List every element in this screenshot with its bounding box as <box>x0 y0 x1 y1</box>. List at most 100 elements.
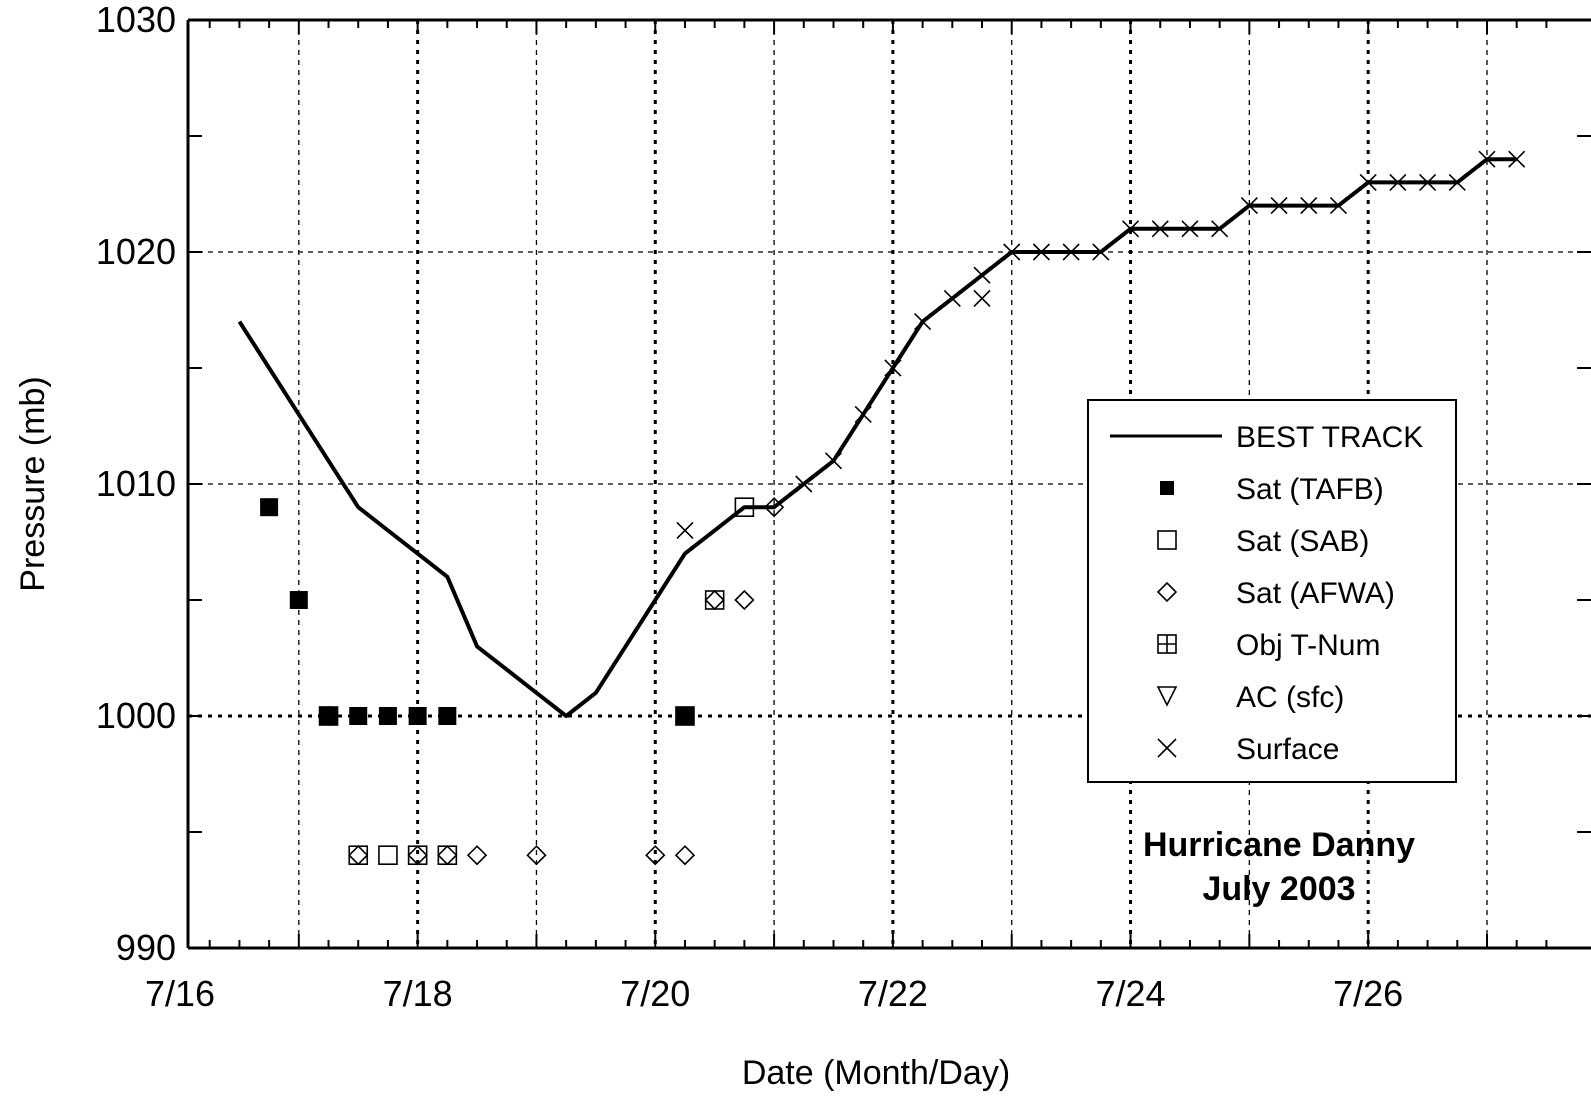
x-tick-label: 7/16 <box>145 973 215 1014</box>
legend-item: AC (sfc) <box>1156 681 1344 714</box>
marker-shape <box>973 289 991 307</box>
marker-shape <box>407 845 428 866</box>
legend-item: BEST TRACK <box>1110 421 1423 454</box>
marker-shape <box>645 845 666 866</box>
marker-shape <box>854 405 872 423</box>
open-square-marker <box>378 845 398 866</box>
marker-shape <box>704 590 725 610</box>
series-sat-afwa <box>318 497 785 866</box>
x-marker <box>1032 243 1050 261</box>
diamond-marker <box>466 845 488 866</box>
legend-label: Surface <box>1236 733 1339 766</box>
open-square-marker <box>437 845 458 866</box>
series-best-track <box>237 157 1517 718</box>
x-tick-label: 7/22 <box>858 973 928 1014</box>
legend-label: Sat (SAB) <box>1236 525 1369 558</box>
marker-shape <box>378 845 398 866</box>
diamond-marker <box>734 589 755 611</box>
marker-shape <box>349 707 368 725</box>
legend-item: Sat (AFWA) <box>1156 577 1395 610</box>
x-marker <box>1300 197 1318 215</box>
x-marker <box>1478 150 1496 168</box>
x-marker <box>1448 173 1466 191</box>
legend-item: Obj T-Num <box>1157 629 1380 662</box>
x-marker <box>1181 220 1199 238</box>
open-square-marker <box>348 845 369 866</box>
diamond-marker <box>318 705 339 727</box>
x-marker <box>943 289 961 307</box>
marker-shape <box>674 845 696 866</box>
legend-label: AC (sfc) <box>1236 681 1344 714</box>
x-marker <box>1121 220 1140 238</box>
diamond-marker <box>437 845 458 866</box>
marker-shape <box>319 707 338 725</box>
y-axis-title: Pressure (mb) <box>14 376 52 591</box>
filled-square-marker <box>289 591 308 609</box>
marker-shape <box>734 497 755 518</box>
marker-shape <box>1062 243 1080 261</box>
marker-shape <box>1329 197 1348 215</box>
x-marker <box>1157 738 1177 758</box>
x-marker <box>854 405 872 423</box>
marker-shape <box>1211 220 1229 238</box>
x-marker <box>1211 220 1229 238</box>
diamond-marker <box>1156 581 1178 603</box>
diamond-marker <box>407 845 428 866</box>
marker-shape <box>1419 173 1437 191</box>
x-marker <box>1359 173 1377 191</box>
x-marker <box>1329 197 1348 215</box>
marker-shape <box>1240 197 1258 215</box>
square-plus-marker <box>1157 634 1177 654</box>
legend-item: Sat (TAFB) <box>1160 473 1384 506</box>
marker-shape <box>437 845 458 866</box>
marker-shape <box>1359 173 1377 191</box>
x-marker <box>1389 173 1407 191</box>
marker-shape <box>1478 150 1496 168</box>
marker-shape <box>260 498 279 517</box>
marker-shape <box>763 497 785 518</box>
filled-square-marker <box>349 707 368 725</box>
x-axis-title: Date (Month/Day) <box>742 1054 1010 1092</box>
filled-square-marker <box>378 707 397 725</box>
marker-shape <box>438 707 457 725</box>
open-square-marker <box>675 706 695 726</box>
diamond-marker <box>526 845 547 866</box>
y-tick-label: 1030 <box>96 0 176 40</box>
marker-shape <box>1160 481 1174 495</box>
marker-shape <box>1156 581 1178 603</box>
marker-shape <box>466 845 488 866</box>
legend-label: Sat (AFWA) <box>1236 577 1395 610</box>
legend-label: Obj T-Num <box>1236 629 1380 662</box>
marker-shape <box>1092 243 1110 261</box>
marker-shape <box>1032 243 1050 261</box>
marker-shape <box>348 845 369 866</box>
x-marker <box>1003 243 1021 261</box>
x-marker <box>1419 173 1437 191</box>
marker-shape <box>675 707 694 725</box>
marker-shape <box>943 289 961 307</box>
marker-shape <box>734 589 755 611</box>
x-marker <box>1062 243 1080 261</box>
marker-shape <box>1270 197 1288 215</box>
filled-square-marker <box>408 707 427 725</box>
diamond-marker <box>674 845 696 866</box>
marker-shape <box>289 591 308 609</box>
annotation-line-2: July 2003 <box>1202 870 1355 908</box>
x-marker <box>1151 220 1169 238</box>
legend: BEST TRACK Sat (TAFB) Sat (SAB) Sat (AFWA) O… <box>1087 399 1457 783</box>
y-tick-label: 1010 <box>96 463 176 504</box>
marker-shape <box>408 707 427 725</box>
y-tick-label: 1000 <box>96 695 176 736</box>
annotation-line-1: Hurricane Danny <box>1143 826 1415 864</box>
open-square-marker <box>704 590 725 610</box>
legend-box <box>1087 399 1457 783</box>
marker-shape <box>1508 150 1526 168</box>
filled-square-marker <box>260 498 279 517</box>
series-layer <box>237 150 1526 866</box>
diamond-marker <box>763 497 785 518</box>
marker-shape <box>526 845 547 866</box>
marker-shape <box>1300 197 1318 215</box>
marker-shape <box>1157 530 1177 550</box>
x-tick-label: 7/26 <box>1333 973 1403 1014</box>
open-square-marker <box>1157 530 1177 550</box>
